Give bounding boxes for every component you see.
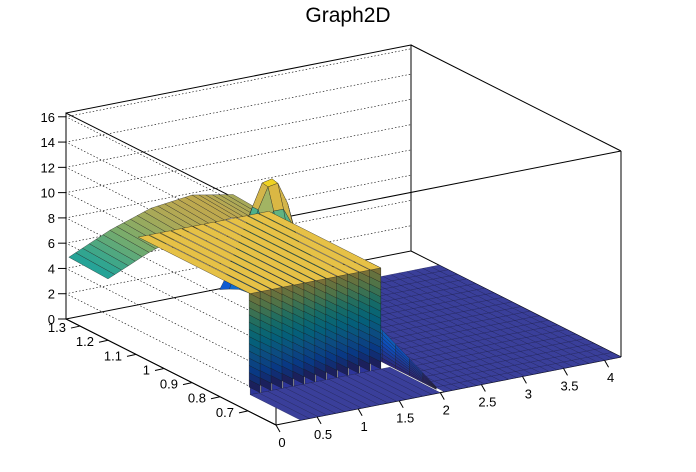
z-tick-label: 2 bbox=[48, 287, 55, 302]
y-tick-label: 1 bbox=[143, 362, 150, 377]
x-tick-label: 0.5 bbox=[314, 427, 332, 442]
z-tick-label: 8 bbox=[48, 211, 55, 226]
bar-top bbox=[258, 211, 382, 271]
y-tick-label: 0.8 bbox=[188, 391, 206, 406]
x-tick-label: 4 bbox=[607, 370, 614, 385]
x-tick-label: 1.5 bbox=[396, 411, 414, 426]
front-floor-cell bbox=[380, 367, 441, 395]
x-tick bbox=[604, 359, 610, 368]
z-tick-label: 16 bbox=[41, 110, 55, 125]
top-right-edge bbox=[410, 44, 622, 152]
z-tick-label: 4 bbox=[48, 261, 55, 276]
bar-top bbox=[214, 219, 338, 279]
y-tick bbox=[154, 367, 165, 371]
x-tick-label: 0 bbox=[278, 435, 285, 450]
x-tick bbox=[275, 424, 281, 433]
y-axis-line bbox=[65, 318, 277, 426]
top-front-edge bbox=[275, 150, 622, 220]
z-tick-label: 0 bbox=[48, 312, 55, 327]
x-tick bbox=[521, 376, 527, 384]
x-tick bbox=[563, 368, 568, 376]
x-tick-label: 3.5 bbox=[560, 378, 578, 393]
x-tick bbox=[357, 408, 363, 417]
y-tick-label: 0.9 bbox=[160, 377, 178, 392]
z-tick-label: 14 bbox=[41, 135, 55, 150]
floor-cell bbox=[430, 264, 449, 272]
bar-top bbox=[170, 228, 294, 288]
z-grid-line bbox=[65, 48, 412, 224]
y-tick-label: 1.1 bbox=[104, 348, 122, 363]
bar-top bbox=[137, 234, 261, 294]
y-tick bbox=[126, 353, 137, 357]
chart-title: Graph2D bbox=[305, 4, 391, 27]
x-tick bbox=[480, 384, 486, 392]
bar-top bbox=[247, 213, 371, 273]
bar-top bbox=[203, 221, 327, 281]
bar-top bbox=[192, 224, 316, 283]
y-tick-label: 0.7 bbox=[216, 405, 234, 420]
x-tick bbox=[398, 400, 404, 408]
bar-top bbox=[181, 226, 305, 286]
x-tick bbox=[316, 416, 322, 425]
z-tick-label: 12 bbox=[41, 160, 55, 175]
y-tick bbox=[238, 410, 249, 414]
bar-top bbox=[159, 230, 283, 290]
y-tick-label: 1.3 bbox=[48, 320, 66, 335]
x-tick-label: 2 bbox=[443, 403, 450, 418]
x-tick-label: 1 bbox=[361, 419, 368, 434]
x-tick-label: 2.5 bbox=[478, 395, 496, 410]
y-tick bbox=[182, 382, 193, 386]
y-tick bbox=[70, 325, 81, 329]
x-tick-label: 3 bbox=[525, 386, 532, 401]
bar-top bbox=[148, 232, 272, 292]
bar-top bbox=[225, 217, 349, 277]
bar-top bbox=[236, 215, 360, 275]
z-tick-label: 10 bbox=[41, 186, 55, 201]
y-tick-label: 1.2 bbox=[76, 334, 94, 349]
z-tick-label: 6 bbox=[48, 236, 55, 251]
y-tick bbox=[98, 339, 109, 343]
x-tick bbox=[439, 392, 445, 400]
y-tick bbox=[210, 396, 221, 400]
